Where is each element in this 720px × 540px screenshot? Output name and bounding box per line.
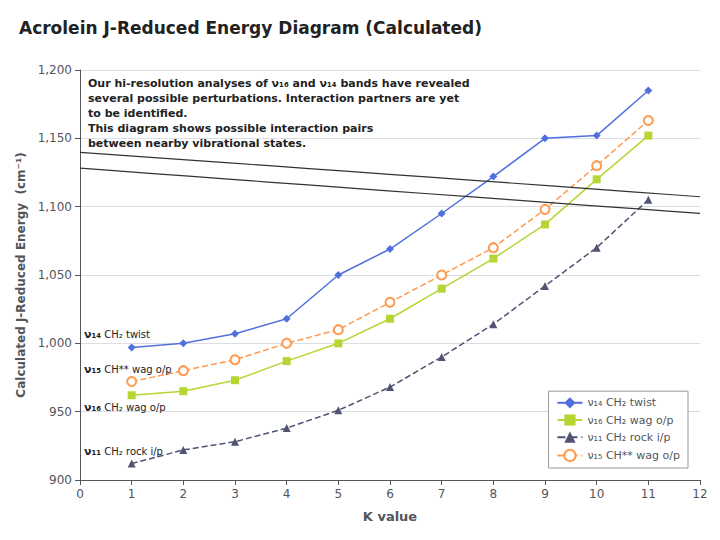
svg-text:ν₁₁ CH₂ rock i/p: ν₁₁ CH₂ rock i/p xyxy=(587,431,670,444)
svg-text:CH** wag o/p: CH** wag o/p xyxy=(101,364,172,375)
svg-text:12: 12 xyxy=(692,487,707,501)
svg-text:ν₁₁: ν₁₁ xyxy=(84,445,101,458)
svg-text:1,150: 1,150 xyxy=(38,131,72,145)
svg-text:8: 8 xyxy=(490,487,498,501)
svg-text:CH₂ rock i/p: CH₂ rock i/p xyxy=(101,446,163,457)
svg-text:ν₁₄: ν₁₄ xyxy=(84,328,101,341)
svg-text:6: 6 xyxy=(386,487,394,501)
svg-text:between nearby vibrational sta: between nearby vibrational states. xyxy=(88,137,306,150)
svg-text:several possible perturbations: several possible perturbations. Interact… xyxy=(88,92,459,105)
svg-text:10: 10 xyxy=(589,487,604,501)
svg-text:to be identified.: to be identified. xyxy=(88,107,187,120)
svg-text:Our hi-resolution analyses of: Our hi-resolution analyses of ν₁₆ and ν₁… xyxy=(88,77,470,90)
svg-text:ν₁₄ CH₂ twist: ν₁₄ CH₂ twist xyxy=(587,396,656,409)
svg-text:This diagram shows possible in: This diagram shows possible interaction … xyxy=(88,122,374,135)
svg-text:3: 3 xyxy=(231,487,239,501)
svg-text:ν₁₆: ν₁₆ xyxy=(84,401,101,414)
svg-text:ν₁₅: ν₁₅ xyxy=(84,363,101,376)
svg-text:ν₁₆ CH₂ wag o/p: ν₁₆ CH₂ wag o/p xyxy=(587,414,673,427)
svg-text:1,200: 1,200 xyxy=(38,63,72,77)
svg-text:Acrolein J-Reduced Energy Diag: Acrolein J-Reduced Energy Diagram (Calcu… xyxy=(19,18,482,38)
svg-text:4: 4 xyxy=(283,487,291,501)
svg-text:K value: K value xyxy=(363,509,418,524)
svg-text:950: 950 xyxy=(49,405,72,419)
svg-text:1,000: 1,000 xyxy=(38,336,72,350)
svg-text:0: 0 xyxy=(76,487,84,501)
svg-text:ν₁₅ CH** wag o/p: ν₁₅ CH** wag o/p xyxy=(587,449,680,462)
svg-text:1: 1 xyxy=(128,487,136,501)
svg-text:CH₂ twist: CH₂ twist xyxy=(101,329,150,340)
svg-text:1,050: 1,050 xyxy=(38,268,72,282)
svg-text:CH₂ wag o/p: CH₂ wag o/p xyxy=(101,402,166,413)
svg-text:1,100: 1,100 xyxy=(38,200,72,214)
svg-text:9: 9 xyxy=(541,487,549,501)
svg-text:5: 5 xyxy=(335,487,343,501)
svg-text:2: 2 xyxy=(180,487,188,501)
svg-text:Calculated J-Reduced Energy (: Calculated J-Reduced Energy (cm⁻¹) xyxy=(14,152,28,397)
svg-text:7: 7 xyxy=(438,487,446,501)
svg-text:11: 11 xyxy=(641,487,656,501)
svg-text:900: 900 xyxy=(49,473,72,487)
